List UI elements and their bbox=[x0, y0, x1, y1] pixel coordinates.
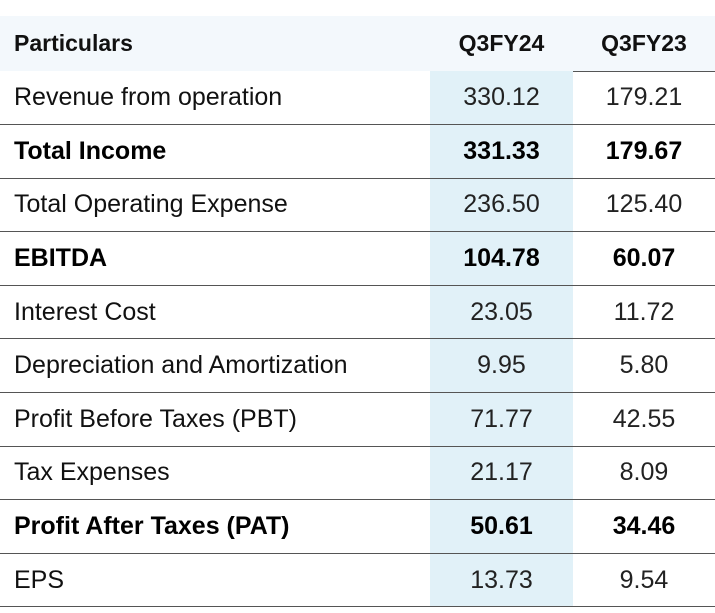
table-row: Profit Before Taxes (PBT) 71.77 42.55 bbox=[0, 392, 715, 447]
table-row: Profit After Taxes (PAT) 50.61 34.46 bbox=[0, 499, 715, 554]
value-q3fy24: 13.73 bbox=[430, 553, 573, 608]
row-label: EBITDA bbox=[0, 231, 430, 286]
row-label: Total Operating Expense bbox=[0, 178, 430, 233]
value-q3fy23: 125.40 bbox=[573, 178, 715, 233]
value-q3fy24: 21.17 bbox=[430, 446, 573, 501]
header-q3fy23: Q3FY23 bbox=[573, 16, 715, 71]
row-label: Interest Cost bbox=[0, 285, 430, 340]
value-q3fy23: 11.72 bbox=[573, 285, 715, 340]
value-q3fy24: 330.12 bbox=[430, 71, 573, 126]
value-q3fy23: 60.07 bbox=[573, 231, 715, 286]
value-q3fy24: 71.77 bbox=[430, 392, 573, 447]
row-label: Total Income bbox=[0, 124, 430, 179]
value-q3fy24: 236.50 bbox=[430, 178, 573, 233]
table-row: Total Operating Expense 236.50 125.40 bbox=[0, 178, 715, 233]
table-row: Total Income 331.33 179.67 bbox=[0, 124, 715, 179]
row-label: Profit Before Taxes (PBT) bbox=[0, 392, 430, 447]
value-q3fy23: 179.21 bbox=[573, 70, 715, 126]
value-q3fy24: 331.33 bbox=[430, 124, 573, 179]
table-row: EPS 13.73 9.54 bbox=[0, 553, 715, 608]
table-header: Particulars Q3FY24 Q3FY23 bbox=[0, 16, 715, 71]
value-q3fy23: 34.46 bbox=[573, 499, 715, 554]
value-q3fy23: 8.09 bbox=[573, 446, 715, 501]
header-q3fy24: Q3FY24 bbox=[430, 16, 573, 71]
table-row: Revenue from operation 330.12 179.21 bbox=[0, 70, 715, 126]
table-row: Interest Cost 23.05 11.72 bbox=[0, 285, 715, 340]
value-q3fy23: 179.67 bbox=[573, 124, 715, 179]
table-row: EBITDA 104.78 60.07 bbox=[0, 231, 715, 286]
row-label: Revenue from operation bbox=[0, 71, 430, 126]
row-label: Tax Expenses bbox=[0, 446, 430, 501]
row-label: Depreciation and Amortization bbox=[0, 338, 430, 394]
table-row: Depreciation and Amortization 9.95 5.80 bbox=[0, 338, 715, 394]
value-q3fy24: 23.05 bbox=[430, 285, 573, 340]
value-q3fy24: 9.95 bbox=[430, 338, 573, 394]
header-row: Particulars Q3FY24 Q3FY23 bbox=[0, 16, 715, 71]
table-body: Revenue from operation 330.12 179.21 Total … bbox=[0, 70, 715, 608]
row-label: Profit After Taxes (PAT) bbox=[0, 499, 430, 554]
header-particulars: Particulars bbox=[0, 16, 430, 71]
value-q3fy23: 5.80 bbox=[573, 338, 715, 394]
financial-table: Particulars Q3FY24 Q3FY23 Revenue from o… bbox=[0, 16, 715, 608]
value-q3fy23: 42.55 bbox=[573, 392, 715, 447]
row-label: EPS bbox=[0, 553, 430, 608]
value-q3fy24: 104.78 bbox=[430, 231, 573, 286]
table-row: Tax Expenses 21.17 8.09 bbox=[0, 446, 715, 501]
value-q3fy23: 9.54 bbox=[573, 553, 715, 608]
value-q3fy24: 50.61 bbox=[430, 499, 573, 554]
